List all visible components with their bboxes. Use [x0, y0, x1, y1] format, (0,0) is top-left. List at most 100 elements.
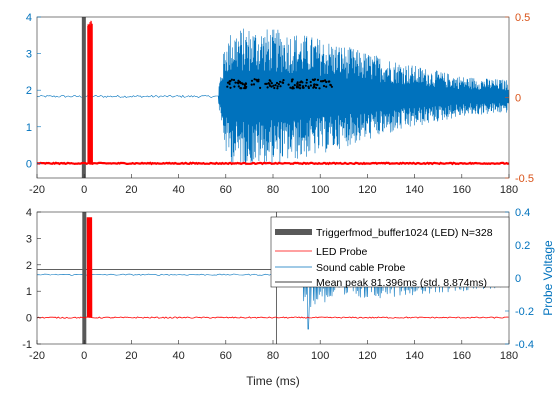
peak-marker — [325, 85, 328, 88]
peak-marker — [295, 86, 298, 89]
peak-marker — [291, 78, 294, 81]
peak-marker — [266, 86, 269, 89]
left-y-tick-label: 4 — [26, 207, 32, 219]
peak-marker — [229, 86, 232, 89]
peak-marker — [290, 80, 293, 83]
x-tick-label: 160 — [453, 350, 471, 362]
left-y-tick-label: 3 — [26, 49, 32, 61]
peak-marker — [300, 80, 303, 83]
left-y-tick-label: -1 — [22, 339, 32, 351]
peak-marker — [299, 87, 302, 90]
peak-marker — [282, 79, 285, 82]
peak-marker — [309, 80, 312, 84]
right-y-tick-label: 0.2 — [515, 240, 530, 252]
peak-marker — [305, 78, 308, 81]
peak-marker — [315, 83, 318, 86]
peak-marker — [244, 85, 247, 89]
left-y-tick-label: 0 — [26, 313, 32, 325]
peak-marker — [259, 86, 262, 89]
peak-marker — [312, 79, 316, 82]
peak-marker — [270, 82, 273, 85]
left-y-tick-label: 1 — [26, 286, 32, 298]
peak-marker — [276, 85, 279, 88]
peak-marker — [328, 80, 331, 83]
top-plot-area — [36, 17, 510, 178]
x-tick-label: 120 — [358, 184, 376, 196]
x-tick-label: 80 — [267, 184, 279, 196]
peak-marker — [234, 81, 237, 84]
legend-label-mean-peak: Mean peak 81.396ms (std. 8.874ms) — [316, 277, 487, 289]
right-y-tick-label: -0.5 — [515, 173, 534, 185]
peak-marker — [236, 81, 239, 84]
top-x-ticks: -20 0 20 40 60 80 100 120 140 160 180 — [29, 174, 518, 196]
peak-marker — [244, 82, 248, 85]
led-probe-line — [37, 161, 510, 166]
peak-marker — [253, 78, 256, 81]
top-left-y-ticks: 0 1 2 3 4 — [26, 12, 41, 170]
peak-marker — [279, 80, 282, 83]
right-y-tick-label: 0 — [515, 93, 521, 105]
legend: Triggerfmod_buffer1024 (LED) N=328 LED P… — [270, 216, 510, 289]
peak-marker — [233, 85, 236, 88]
peak-marker — [276, 87, 279, 90]
led-probe-line — [36, 316, 509, 319]
peak-marker — [305, 81, 308, 84]
x-tick-label: 40 — [172, 350, 184, 362]
peak-marker — [304, 84, 307, 87]
peak-marker — [329, 84, 332, 87]
x-tick-label: 100 — [311, 184, 329, 196]
peak-marker — [307, 86, 310, 90]
x-tick-label: 0 — [81, 184, 87, 196]
legend-label-trigger: Triggerfmod_buffer1024 (LED) N=328 — [316, 227, 493, 239]
peak-marker — [268, 79, 271, 82]
peak-marker — [241, 83, 244, 86]
x-tick-label: 0 — [81, 350, 87, 362]
x-tick-label: 140 — [405, 350, 423, 362]
right-y-axis-label: Probe Voltage — [541, 240, 555, 316]
right-y-tick-label: 0.5 — [515, 12, 530, 24]
peak-marker — [270, 85, 273, 88]
peak-marker — [289, 86, 292, 89]
peak-marker — [228, 82, 231, 86]
peak-marker — [226, 85, 229, 88]
led-probe-spike — [87, 20, 93, 164]
peak-marker — [279, 85, 282, 88]
top-right-y-ticks: -0.5 0 0.5 — [505, 12, 534, 185]
peak-marker — [296, 81, 299, 84]
left-y-tick-label: 4 — [26, 12, 32, 24]
peak-marker — [298, 83, 301, 86]
right-y-tick-label: -0.4 — [515, 339, 534, 351]
peak-marker — [330, 85, 333, 88]
x-tick-label: 180 — [500, 184, 518, 196]
peak-marker — [250, 83, 253, 86]
bottom-right-y-ticks: -0.4 -0.2 0 0.2 0.4 — [505, 207, 534, 351]
legend-label-sound-probe: Sound cable Probe — [316, 262, 405, 274]
peak-marker — [226, 81, 230, 84]
x-tick-label: 140 — [405, 184, 423, 196]
peak-marker — [237, 79, 240, 82]
peak-marker — [267, 82, 270, 85]
peak-marker — [273, 86, 276, 90]
peak-marker — [314, 86, 318, 89]
peak-marker — [291, 86, 294, 89]
left-y-tick-label: 3 — [26, 233, 32, 245]
peak-marker — [281, 81, 284, 84]
left-y-tick-label: 1 — [26, 122, 32, 134]
trigger-bar — [81, 17, 86, 178]
peak-marker — [238, 80, 242, 84]
left-y-tick-label: 0 — [26, 158, 32, 170]
peak-marker — [309, 84, 312, 87]
peak-marker — [250, 79, 254, 82]
peak-marker — [275, 81, 279, 85]
peak-marker — [287, 83, 290, 86]
left-y-tick-label: 2 — [26, 260, 32, 272]
right-y-tick-label: 0 — [515, 273, 521, 285]
peak-marker — [272, 84, 275, 87]
peak-marker — [318, 87, 321, 90]
peak-marker — [232, 78, 236, 82]
legend-box — [270, 216, 510, 288]
peak-marker — [264, 82, 267, 85]
peak-marker — [316, 78, 320, 81]
bottom-left-y-ticks: -1 0 1 2 3 4 — [22, 207, 41, 351]
